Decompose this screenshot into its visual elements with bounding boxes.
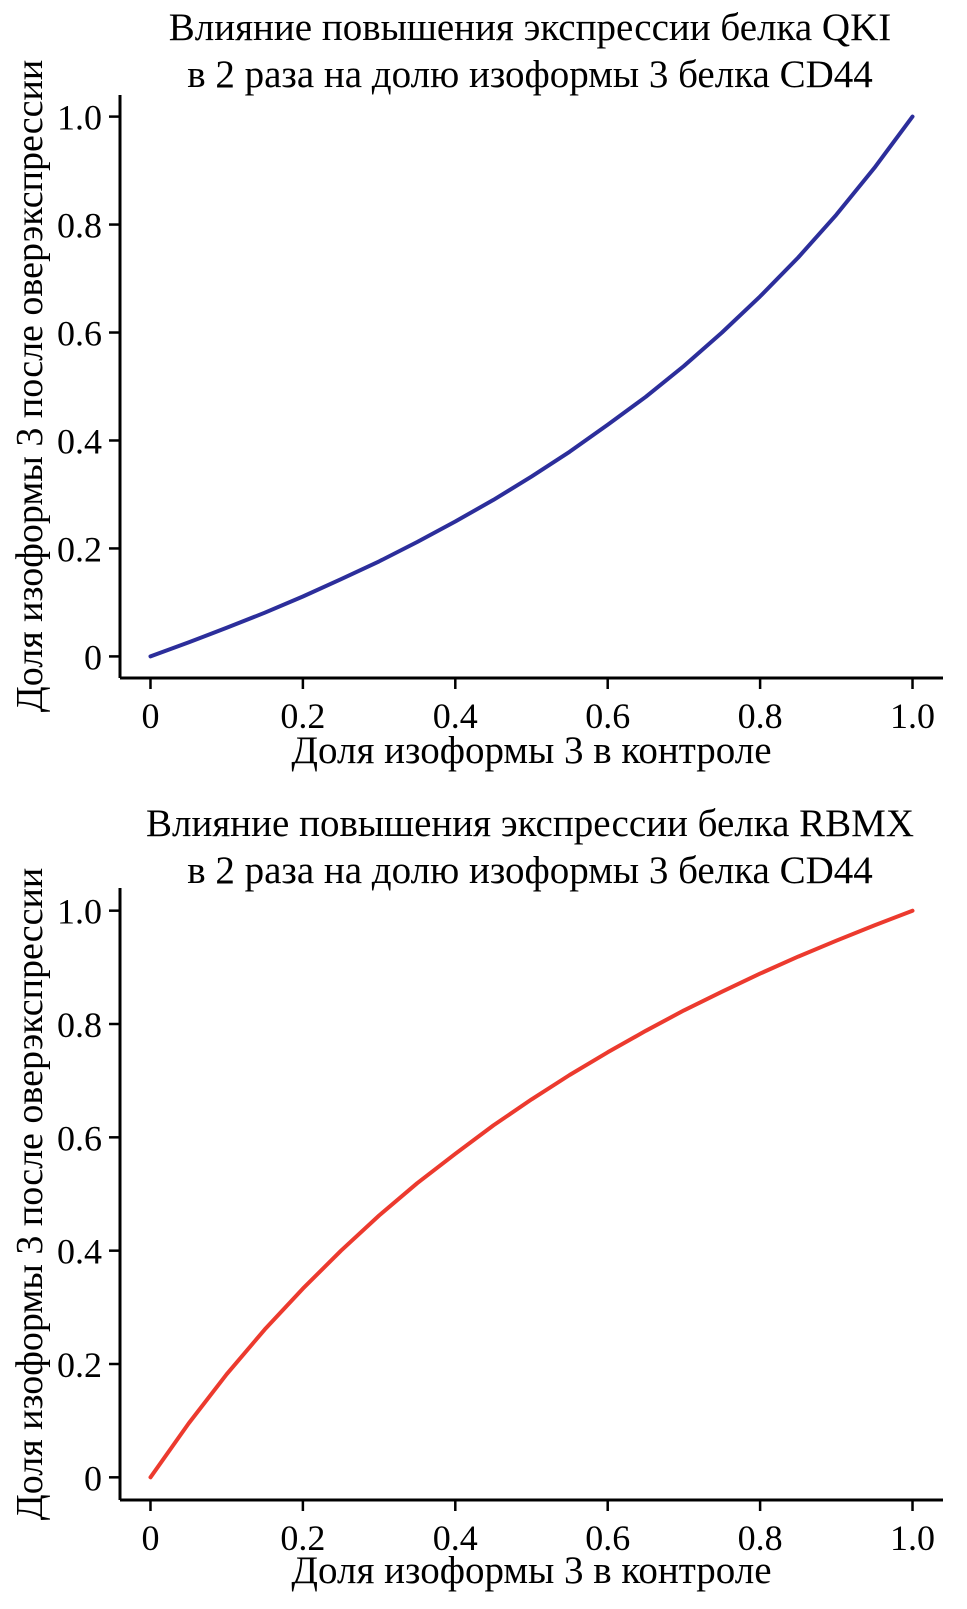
y-tick-label: 0.8 bbox=[57, 206, 102, 246]
x-tick-label: 1.0 bbox=[890, 1518, 935, 1558]
curve-rbmx bbox=[148, 908, 915, 1480]
y-tick-label: 1.0 bbox=[57, 892, 102, 932]
rbmx-chart: Влияние повышения экспрессии белка RBMX … bbox=[0, 788, 967, 1609]
x-tick-label: 0.8 bbox=[738, 696, 783, 736]
x-tick-label: 0.4 bbox=[433, 696, 478, 736]
y-tick-label: 0.4 bbox=[57, 421, 102, 461]
qki-chart-title-line2: в 2 раза на долю изоформы 3 белка CD44 bbox=[187, 53, 873, 96]
x-tick-label: 0.6 bbox=[585, 696, 630, 736]
y-tick-label: 1.0 bbox=[57, 98, 102, 138]
rbmx-y-axis-label: Доля изоформы 3 после оверэкспрессии bbox=[9, 867, 51, 1521]
curve-qki bbox=[148, 114, 915, 659]
y-tick-label: 0 bbox=[84, 1458, 102, 1498]
x-tick-label: 0.4 bbox=[433, 1518, 478, 1558]
x-tick-label: 0 bbox=[141, 696, 159, 736]
x-tick-label: 0.2 bbox=[280, 1518, 325, 1558]
rbmx-x-axis-label: Доля изоформы 3 в контроле bbox=[291, 1549, 772, 1592]
x-tick-label: 0 bbox=[141, 1518, 159, 1558]
x-tick-label: 0.2 bbox=[280, 696, 325, 736]
rbmx-chart-title-line2: в 2 раза на долю изоформы 3 белка CD44 bbox=[187, 849, 873, 892]
rbmx-chart-title: Влияние повышения экспрессии белка RBMX … bbox=[110, 800, 950, 894]
rbmx-plot-area: 0 0.2 0.4 0.6 0.8 1.0 0 0.2 0.4 0.6 0.8 1.0 bbox=[57, 888, 943, 1558]
y-tick-label: 0.2 bbox=[57, 529, 102, 569]
x-tick-label: 0.8 bbox=[738, 1518, 783, 1558]
x-tick-label: 0.6 bbox=[585, 1518, 630, 1558]
rbmx-chart-title-line1: Влияние повышения экспрессии белка RBMX bbox=[145, 802, 915, 845]
y-tick-label: 0 bbox=[84, 637, 102, 677]
qki-x-axis-label: Доля изоформы 3 в контроле bbox=[291, 729, 772, 772]
qki-chart: Влияние повышения экспрессии белка QKI в… bbox=[0, 0, 967, 788]
qki-chart-title-line1: Влияние повышения экспрессии белка QKI bbox=[168, 6, 892, 49]
y-tick-label: 0.6 bbox=[57, 314, 102, 354]
y-tick-label: 0.4 bbox=[57, 1232, 102, 1272]
y-tick-label: 0.8 bbox=[57, 1005, 102, 1045]
qki-plot-area: 0 0.2 0.4 0.6 0.8 1.0 0 0.2 0.4 0.6 0.8 1.0 bbox=[57, 95, 943, 736]
qki-y-axis-label: Доля изоформы 3 после оверэкспрессии bbox=[9, 59, 51, 713]
y-tick-label: 0.6 bbox=[57, 1118, 102, 1158]
qki-chart-title: Влияние повышения экспрессии белка QKI в… bbox=[110, 4, 950, 98]
x-tick-label: 1.0 bbox=[890, 696, 935, 736]
y-tick-label: 0.2 bbox=[57, 1345, 102, 1385]
